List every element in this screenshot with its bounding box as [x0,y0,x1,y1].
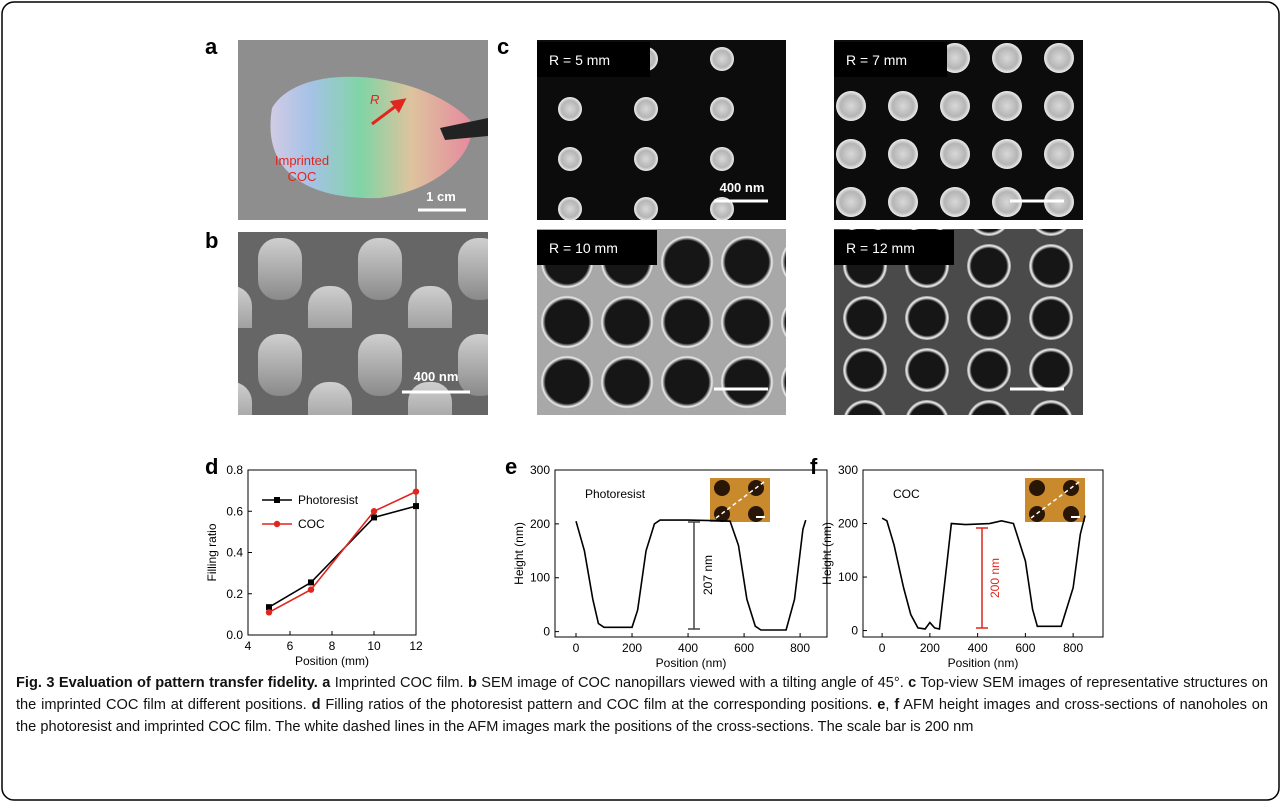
caption-text: Filling ratios of the photoresist patter… [320,697,877,713]
x-tick-label: 0 [879,641,886,655]
caption-text: Imprinted COC film. [330,675,468,691]
caption-text: SEM image of COC nanopillars viewed with… [477,675,908,691]
x-tick-label: 600 [1015,641,1035,655]
data-point [308,586,314,592]
x-tick-label: 400 [968,641,988,655]
legend-label: COC [298,517,325,531]
y-axis-label: Height (nm) [820,522,834,585]
caption-text: Fig. 3 Evaluation of pattern transfer fi… [16,675,318,691]
y-tick-label: 0 [543,625,550,639]
annotation: 200 nm [988,558,1002,598]
bracket [688,522,700,629]
x-axis-label: Position (mm) [295,654,369,668]
image-label: R = 12 mm [846,240,915,256]
panel-letter: d [205,454,218,479]
caption: Fig. 3 Evaluation of pattern transfer fi… [16,672,1268,738]
y-tick-label: 300 [838,463,858,477]
sem-image [238,232,488,415]
x-tick-label: 800 [790,641,810,655]
data-point [308,579,314,585]
y-tick-label: 0.6 [226,504,243,518]
panel-letter: e [505,454,517,479]
annotation: 207 nm [701,555,715,595]
panel-letter: a [205,34,218,59]
x-tick-label: 200 [622,641,642,655]
y-tick-label: 0.8 [226,463,243,477]
data-point [266,609,272,615]
x-tick-label: 8 [329,639,336,653]
panel-letter: c [497,34,509,59]
data-line [882,515,1085,628]
data-point [413,503,419,509]
data-point [413,488,419,494]
data-line [269,506,416,607]
legend-marker [274,521,280,527]
image-label: R = 10 mm [549,240,618,256]
panel-letter: f [810,454,818,479]
data-point [371,508,377,514]
inset-label: COC [893,487,920,501]
scale-label: 1 cm [426,189,456,204]
x-tick-label: 0 [573,641,580,655]
x-tick-label: 4 [245,639,252,653]
y-axis-label: Filling ratio [205,523,219,581]
image-label: R = 5 mm [549,52,610,68]
x-tick-label: 800 [1063,641,1083,655]
inset-label: Photoresist [585,487,646,501]
data-point [371,514,377,520]
film-label: COC [288,169,317,184]
bracket [976,528,988,628]
scale-label: 400 nm [720,180,765,195]
x-axis-label: Position (nm) [948,656,1019,670]
data-line [576,520,806,630]
x-tick-label: 200 [920,641,940,655]
afm-inset [1025,478,1085,522]
caption-text: b [468,675,477,691]
x-tick-label: 12 [409,639,423,653]
y-tick-label: 0.4 [226,546,243,560]
image-label: R = 7 mm [846,52,907,68]
y-tick-label: 300 [530,463,550,477]
y-tick-label: 0.0 [226,628,243,642]
y-tick-label: 200 [838,517,858,531]
panel-letter: b [205,228,218,253]
legend-marker [274,497,280,503]
scale-label: 400 nm [414,369,459,384]
x-tick-label: 400 [678,641,698,655]
film-label: Imprinted [275,153,329,168]
x-tick-label: 6 [287,639,294,653]
arrow-label: R [370,92,379,107]
y-tick-label: 100 [530,571,550,585]
legend-label: Photoresist [298,493,359,507]
afm-inset [710,478,770,522]
x-axis-label: Position (nm) [656,656,727,670]
caption-text: , [885,697,894,713]
page: a R Imprinted COC 1 cm b 400 nm c R = 5 … [0,0,1282,803]
y-tick-label: 100 [838,570,858,584]
x-tick-label: 600 [734,641,754,655]
x-tick-label: 10 [367,639,381,653]
y-axis-label: Height (nm) [512,522,526,585]
y-tick-label: 0.2 [226,587,243,601]
y-tick-label: 0 [851,624,858,638]
y-tick-label: 200 [530,517,550,531]
